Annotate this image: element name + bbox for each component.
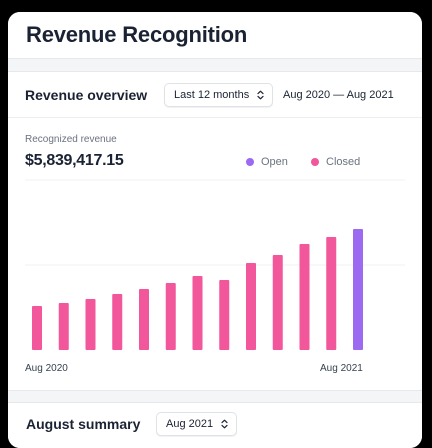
bar-closed-6[interactable]	[192, 276, 203, 350]
summary-period-select[interactable]: Aug 2021	[156, 412, 238, 436]
metric-value: $5,839,417.15	[25, 152, 124, 169]
legend-open: Open	[246, 156, 288, 168]
legend-closed-dot	[311, 158, 319, 166]
page-title: Revenue Recognition	[26, 22, 248, 47]
card-title: Revenue overview	[25, 87, 148, 103]
legend-open-dot	[246, 158, 254, 166]
august-summary-card: August summary Aug 2021	[8, 402, 422, 448]
bar-closed-11[interactable]	[326, 237, 337, 350]
bar-closed-8[interactable]	[246, 263, 256, 350]
legend-closed: Closed	[311, 156, 360, 168]
bar-closed-7[interactable]	[219, 280, 230, 350]
summary-period-select-value: Aug 2021	[166, 418, 214, 430]
revenue-chart	[25, 179, 405, 350]
x-axis-label-end: Aug 2021	[320, 363, 363, 374]
bar-closed-0[interactable]	[32, 306, 42, 350]
bar-closed-3[interactable]	[112, 294, 123, 350]
app-window: Revenue Recognition Revenue overview Las…	[8, 12, 422, 448]
bar-closed-10[interactable]	[299, 244, 310, 350]
chevron-updown-icon	[257, 90, 264, 100]
date-range-text: Aug 2020 — Aug 2021	[283, 89, 394, 101]
card-header: Revenue overview Last 12 months Aug 2020…	[8, 72, 422, 118]
metric-label: Recognized revenue	[25, 134, 117, 145]
app-header: Revenue Recognition	[8, 12, 422, 59]
legend-closed-label: Closed	[326, 156, 361, 168]
summary-title: August summary	[26, 416, 141, 432]
bar-closed-9[interactable]	[272, 255, 283, 350]
bar-closed-5[interactable]	[165, 283, 176, 350]
period-select-value: Last 12 months	[174, 89, 250, 101]
bar-closed-2[interactable]	[85, 299, 96, 350]
bar-closed-1[interactable]	[58, 303, 69, 350]
bar-open-12[interactable]	[353, 229, 363, 350]
chevron-updown-icon	[221, 419, 228, 429]
revenue-overview-card: Revenue overview Last 12 months Aug 2020…	[8, 71, 422, 391]
legend-open-label: Open	[261, 156, 288, 168]
x-axis-label-start: Aug 2020	[25, 363, 68, 374]
bar-closed-4[interactable]	[139, 289, 149, 350]
period-select[interactable]: Last 12 months	[164, 83, 274, 107]
